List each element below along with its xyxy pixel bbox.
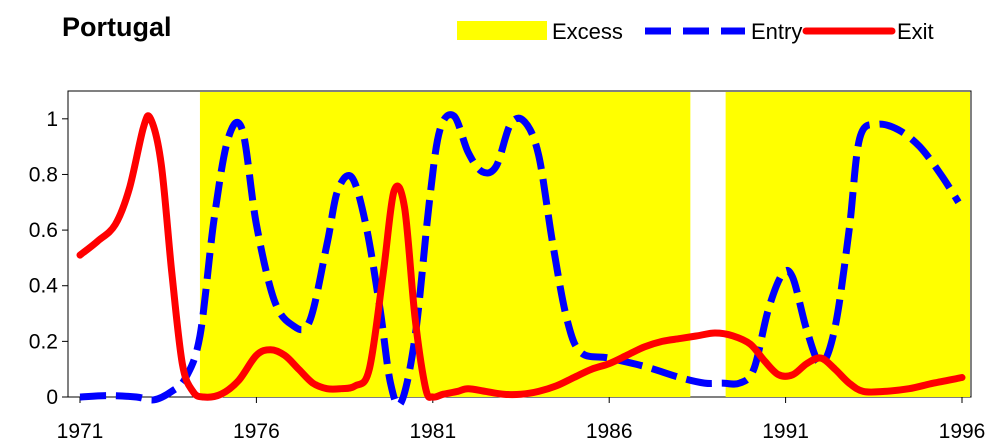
series-entry-line: [79, 111, 962, 409]
y-tick-label: 0.2: [29, 330, 58, 353]
y-tick-label: 0.8: [29, 163, 58, 186]
legend-label-exit: Exit: [897, 19, 934, 44]
series-exit-line: [76, 112, 966, 401]
y-tick-label: 0: [46, 386, 58, 409]
x-tick-label: 1996: [939, 420, 986, 443]
plot-area: 0 0.2 0.4 0.6 0.8 1 1971 1976 1981 1986 1991 1996: [29, 90, 986, 443]
x-tick-label: 1986: [586, 420, 633, 443]
y-tick-label: 0.6: [29, 219, 58, 242]
legend-label-entry: Entry: [751, 19, 802, 44]
x-tick-label: 1971: [57, 420, 104, 443]
x-tick-label: 1981: [409, 420, 456, 443]
legend: Excess Entry Exit: [457, 19, 934, 44]
legend-swatch-excess: [457, 21, 547, 40]
excess-period-1: [199, 92, 691, 397]
x-tick-label: 1991: [762, 420, 809, 443]
y-tick-label: 1: [46, 108, 58, 131]
x-tick-label: 1976: [233, 420, 280, 443]
legend-label-excess: Excess: [552, 19, 623, 44]
y-tick-label: 0.4: [29, 275, 59, 298]
chart-title: Portugal: [62, 12, 172, 42]
